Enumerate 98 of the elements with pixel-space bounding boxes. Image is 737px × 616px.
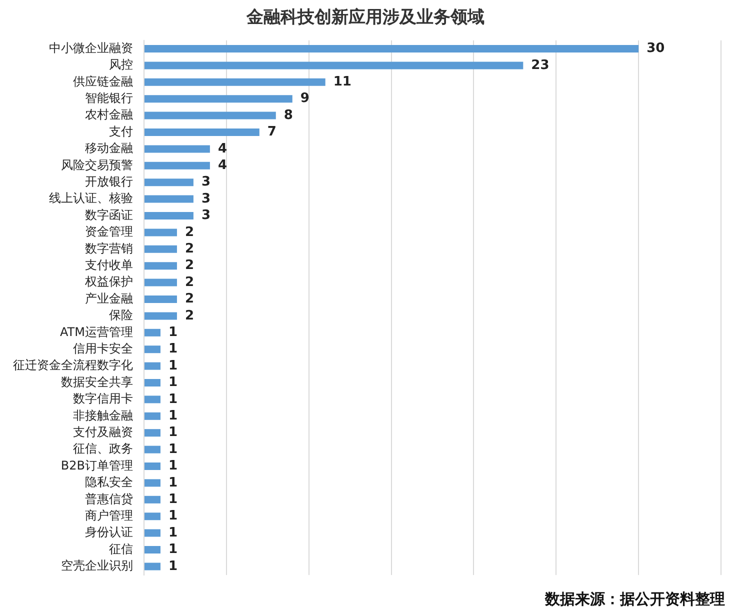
y-tick-label: 支付及融资 — [73, 424, 133, 439]
y-tick-label: 数字营销 — [85, 241, 133, 256]
bar — [144, 178, 194, 186]
y-tick-label: 资金管理 — [85, 224, 133, 239]
data-label: 1 — [168, 508, 178, 524]
data-label: 2 — [184, 242, 194, 257]
y-tick-label: 身份认证 — [85, 525, 133, 540]
y-tick-label: 数字信用卡 — [73, 392, 133, 406]
bar — [144, 162, 210, 170]
bar — [144, 212, 194, 220]
y-tick-label: 普惠信贷 — [85, 492, 133, 506]
bar — [144, 278, 177, 286]
y-tick-label: 线上认证、核验 — [49, 191, 133, 206]
bar — [144, 346, 160, 354]
bar — [144, 262, 177, 270]
bar — [144, 195, 194, 203]
y-tick-label: 商户管理 — [85, 508, 133, 522]
y-tick-label: 征迁资金全流程数字化 — [13, 358, 133, 372]
data-label: 1 — [168, 375, 178, 390]
data-label: 1 — [168, 325, 178, 340]
data-label: 1 — [168, 558, 178, 574]
y-tick-label: 非接触金融 — [73, 408, 133, 422]
data-label: 4 — [218, 141, 227, 156]
chart-title: 金融科技创新应用涉及业务领域 — [246, 8, 484, 28]
bar — [144, 529, 160, 537]
y-tick-label: 权益保护 — [84, 274, 133, 289]
y-tick-label: 隐私安全 — [85, 475, 133, 490]
data-label: 1 — [168, 358, 178, 374]
bar — [144, 44, 639, 53]
data-label: 1 — [168, 342, 178, 357]
source-note: 数据来源：据公开资料整理 — [545, 590, 725, 609]
data-label: 7 — [267, 124, 276, 140]
bar — [144, 378, 160, 387]
y-tick-label: 支付 — [109, 124, 133, 138]
data-label: 3 — [201, 174, 211, 190]
data-label: 2 — [184, 308, 194, 324]
data-label: 1 — [168, 392, 178, 407]
y-tick-label: 中小微企业融资 — [49, 40, 133, 55]
bar — [144, 412, 160, 420]
data-label: 23 — [531, 58, 550, 73]
y-tick-label: 供应链金融 — [73, 74, 133, 88]
data-label: 1 — [168, 542, 178, 558]
y-tick-label: 数据安全共享 — [61, 374, 133, 389]
y-tick-label: 移动金融 — [85, 141, 133, 156]
bar — [144, 145, 210, 153]
bar — [144, 62, 524, 70]
data-label: 3 — [201, 208, 211, 224]
data-label: 30 — [646, 41, 665, 56]
data-label: 3 — [201, 191, 211, 206]
y-tick-label: 空壳企业识别 — [61, 558, 133, 573]
data-label: 1 — [168, 425, 178, 440]
data-label: 1 — [168, 492, 178, 508]
data-label: 2 — [184, 274, 194, 290]
y-tick-label: 保险 — [109, 308, 133, 322]
y-tick-label: 农村金融 — [85, 108, 133, 122]
data-label: 8 — [284, 108, 293, 123]
data-label: 11 — [333, 74, 352, 90]
y-tick-label: 信用卡安全 — [73, 341, 133, 356]
y-tick-label: 支付收单 — [85, 258, 133, 272]
bar — [144, 112, 276, 120]
bar — [144, 295, 177, 304]
data-label: 1 — [168, 458, 178, 474]
bar — [144, 396, 160, 404]
data-label: 1 — [168, 408, 178, 424]
y-tick-label: 风控 — [109, 58, 133, 72]
bar — [144, 446, 160, 454]
y-tick-label: ATM运营管理 — [60, 324, 133, 339]
data-label: 2 — [184, 292, 194, 307]
bar — [144, 512, 160, 520]
y-tick-label: 风险交易预警 — [61, 158, 133, 172]
y-tick-label: 征信、政务 — [73, 442, 133, 456]
y-tick-label: 产业金融 — [85, 291, 133, 306]
bar — [144, 546, 160, 554]
data-label: 4 — [218, 158, 227, 174]
y-tick-label: B2B订单管理 — [60, 458, 133, 472]
data-label: 1 — [168, 475, 178, 490]
y-tick-label: 征信 — [109, 542, 133, 556]
bar — [144, 362, 160, 370]
data-label: 1 — [168, 525, 178, 540]
bar — [144, 562, 160, 570]
bar — [144, 95, 292, 103]
y-tick-label: 开放银行 — [85, 174, 133, 188]
bar — [144, 462, 160, 470]
bar — [144, 328, 160, 336]
bar — [144, 312, 177, 320]
bar — [144, 429, 160, 437]
data-label: 2 — [184, 224, 194, 240]
bar — [144, 479, 160, 487]
y-tick-label: 数字函证 — [85, 208, 133, 222]
bar — [144, 245, 177, 253]
data-label: 9 — [300, 91, 310, 106]
data-label: 2 — [184, 258, 194, 274]
bar — [144, 128, 260, 136]
y-tick-label: 智能银行 — [85, 90, 133, 105]
bar — [144, 496, 160, 504]
bar — [144, 78, 326, 86]
bar — [144, 228, 177, 236]
data-label: 1 — [168, 442, 178, 457]
